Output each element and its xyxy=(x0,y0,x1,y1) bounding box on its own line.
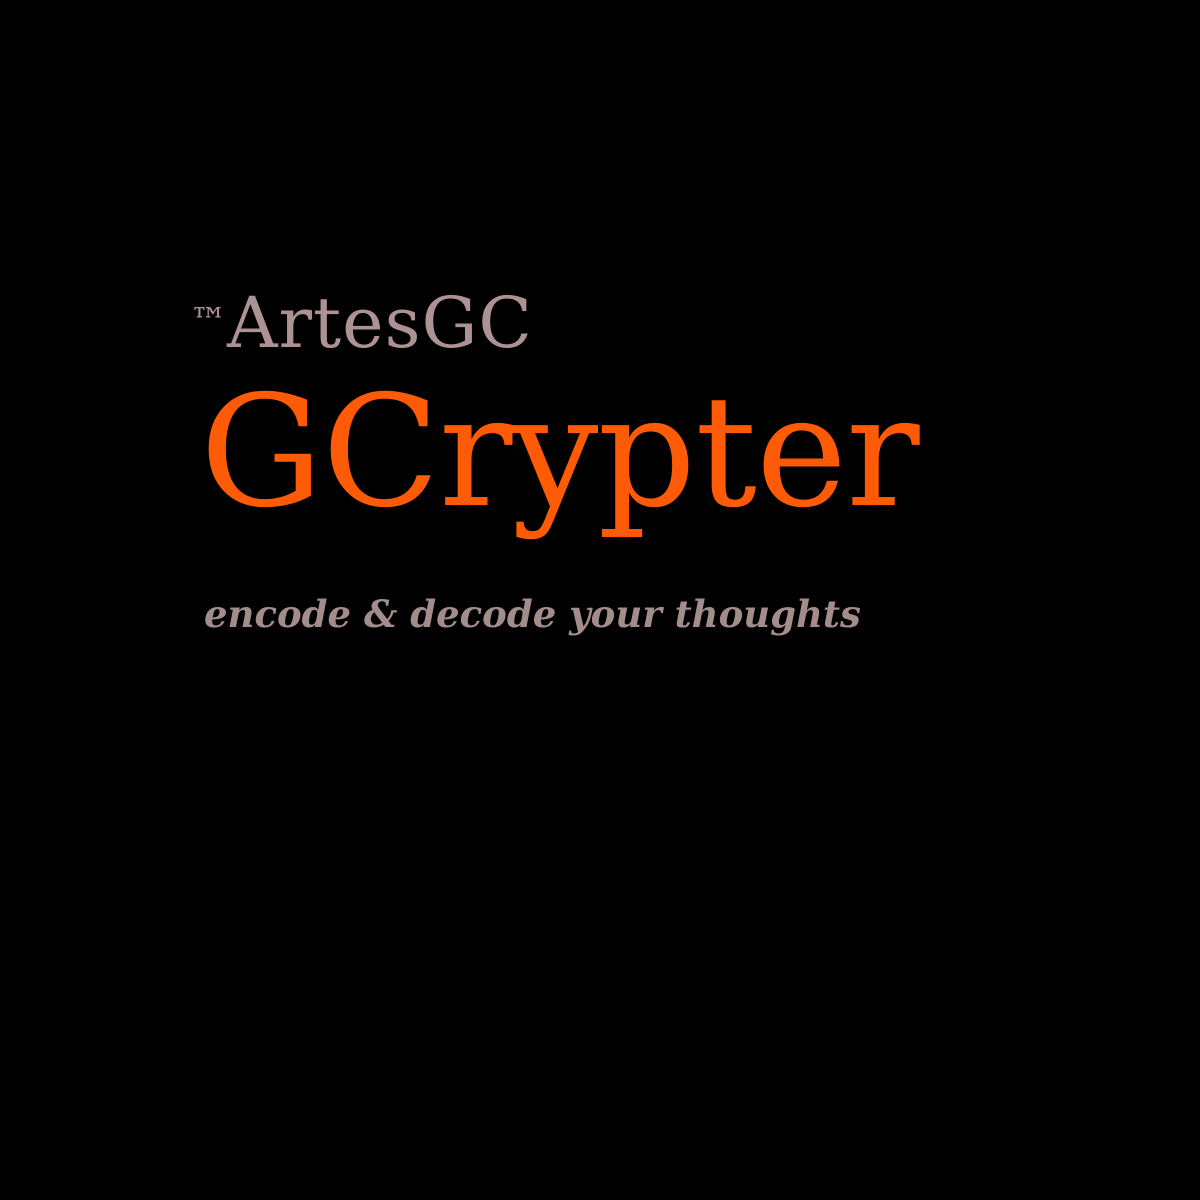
trademark-symbol: ™ xyxy=(190,300,227,343)
brand-line: ™ArtesGC xyxy=(190,288,533,358)
tagline: encode & decode your thoughts xyxy=(204,592,861,636)
product-name: GCrypter xyxy=(200,363,920,542)
company-name: ArtesGC xyxy=(227,282,533,364)
